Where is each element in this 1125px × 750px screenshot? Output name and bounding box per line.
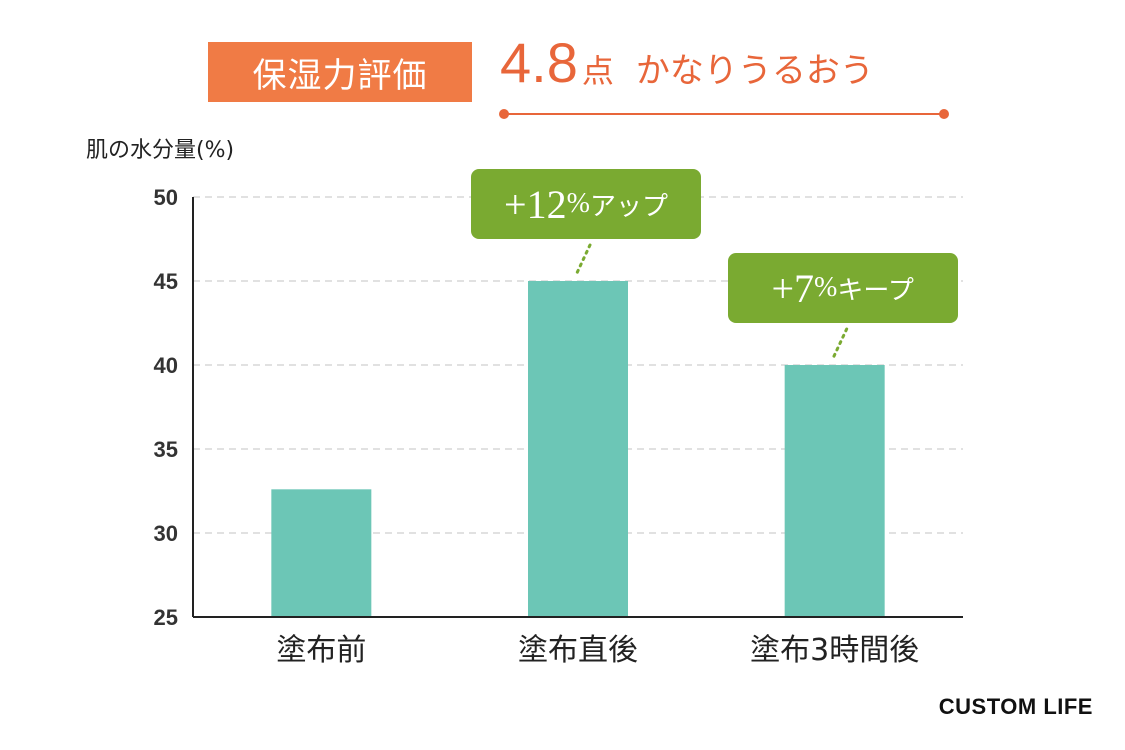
x-tick-label: 塗布前 <box>276 633 366 668</box>
callout-sign: + <box>504 181 527 227</box>
rating-score-unit: 点 <box>581 52 614 90</box>
y-tick-label: 35 <box>154 437 178 462</box>
x-tick-label: 塗布3時間後 <box>750 633 919 668</box>
callout-value: 12 <box>526 181 567 227</box>
y-axis-title: 肌の水分量(%) <box>86 138 235 163</box>
callout-text: キープ <box>837 275 914 306</box>
callout-pointer <box>574 243 592 277</box>
rating-badge-label: 保湿力評価 <box>252 55 428 96</box>
y-tick-label: 50 <box>154 185 178 210</box>
y-tick-label: 40 <box>154 353 178 378</box>
callout-アップ: +12% アップ <box>471 169 701 239</box>
callout-unit: % <box>814 272 838 303</box>
bar <box>528 281 628 617</box>
rating-underline <box>499 109 949 119</box>
callout-text: アップ <box>589 191 668 222</box>
rating-badge: 保湿力評価 <box>208 42 472 102</box>
callout-unit: % <box>566 188 590 219</box>
bar <box>271 489 372 617</box>
brand-logo: CUSTOM LIFE <box>938 694 1093 719</box>
rating-score: 4.8 点 かなりうるおう <box>500 30 874 106</box>
y-tick-label: 30 <box>154 521 178 546</box>
y-tick-label: 45 <box>154 269 178 294</box>
callout-pointer <box>831 327 849 361</box>
callout-value: 7 <box>794 265 815 311</box>
rating-score-value: 4.8 <box>500 31 578 94</box>
callout-sign: + <box>771 265 795 311</box>
bar <box>784 365 885 617</box>
callout-キープ: +7% キープ <box>727 253 958 323</box>
y-tick-label: 25 <box>154 605 178 630</box>
rating-score-text: かなりうるおう <box>635 51 874 91</box>
x-tick-label: 塗布直後 <box>518 633 638 668</box>
